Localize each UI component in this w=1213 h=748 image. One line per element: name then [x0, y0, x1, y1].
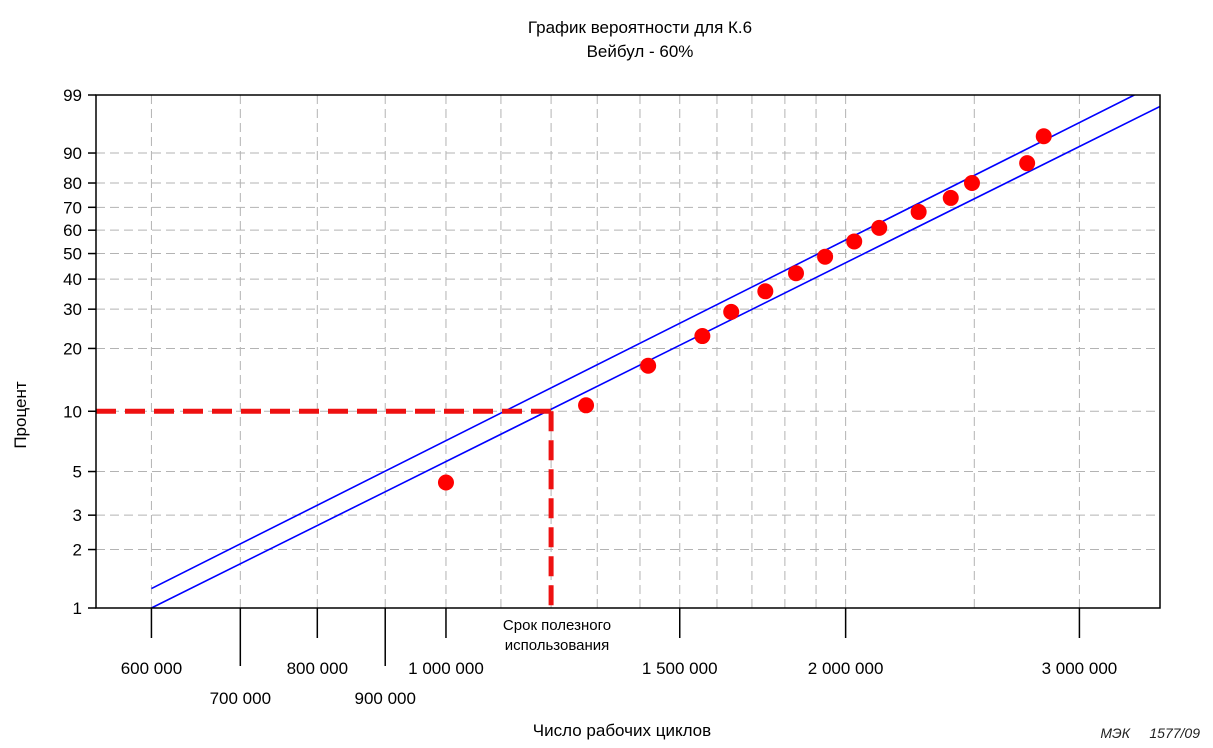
y-axis-label: Процент: [11, 381, 30, 449]
grid-lines: [96, 95, 1160, 608]
useful-life-reference: [96, 408, 554, 611]
data-point: [871, 219, 888, 236]
y-tick-label: 5: [73, 463, 82, 482]
y-tick-label: 3: [73, 506, 82, 525]
chart-title: График вероятности для К.6: [528, 18, 752, 37]
data-point: [1035, 128, 1052, 145]
x-tick-label: 700 000: [210, 689, 271, 708]
data-point: [910, 203, 927, 220]
y-tick-label: 30: [63, 300, 82, 319]
fit-line: [151, 95, 1135, 590]
y-tick-label: 50: [63, 245, 82, 264]
data-point: [694, 328, 711, 345]
data-point: [640, 357, 657, 374]
y-tick-label: 99: [63, 86, 82, 105]
y-tick-label: 20: [63, 339, 82, 358]
y-tick-label: 90: [63, 144, 82, 163]
chart-subtitle: Вейбул - 60%: [587, 42, 694, 61]
y-axis-ticks: 1 2 3 5 10 20 30 40 50 60 70 80 90 99: [63, 86, 96, 618]
fit-lines: [151, 95, 1160, 608]
y-tick-label: 2: [73, 541, 82, 560]
data-point: [1019, 155, 1036, 172]
source-label: МЭК 1577/09: [1100, 725, 1200, 741]
y-tick-label: 60: [63, 221, 82, 240]
data-points: [437, 128, 1052, 491]
data-point: [437, 474, 454, 491]
data-point: [723, 303, 740, 320]
y-tick-label: 70: [63, 198, 82, 217]
x-tick-label: 900 000: [354, 689, 415, 708]
x-axis-ticks: 600 000 700 000 800 000 900 000 1 000 000 1 5…: [121, 608, 1118, 708]
data-point: [787, 265, 804, 282]
x-tick-label: 1 500 000: [642, 659, 718, 678]
data-point: [942, 189, 959, 206]
fit-line: [151, 105, 1160, 608]
y-tick-label: 1: [73, 599, 82, 618]
data-point: [578, 397, 595, 414]
data-point: [963, 175, 980, 192]
x-tick-label: 2 000 000: [808, 659, 884, 678]
y-tick-label: 10: [63, 402, 82, 421]
data-point: [817, 248, 834, 265]
data-point: [757, 283, 774, 300]
x-tick-label: 3 000 000: [1042, 659, 1118, 678]
useful-life-label-line2: использования: [505, 637, 610, 654]
y-tick-label: 40: [63, 270, 82, 289]
x-axis-label: Число рабочих циклов: [533, 721, 711, 740]
data-point: [846, 233, 863, 250]
x-tick-label: 800 000: [287, 659, 348, 678]
y-tick-label: 80: [63, 174, 82, 193]
plot-frame: [95, 94, 1161, 609]
x-tick-label: 600 000: [121, 659, 182, 678]
useful-life-label-line1: Срок полезного: [503, 617, 611, 634]
x-tick-label: 1 000 000: [408, 659, 484, 678]
